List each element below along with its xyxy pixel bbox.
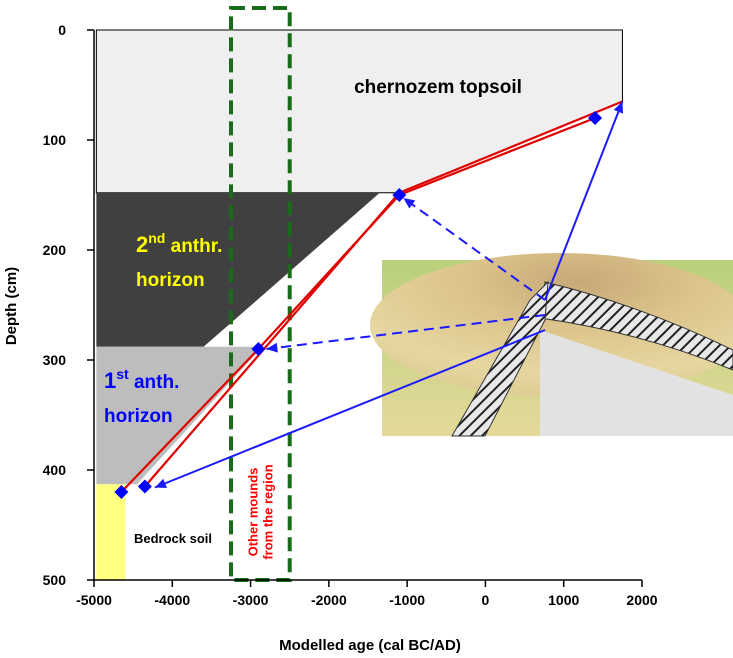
data-point-diamond (251, 342, 266, 356)
label-bedrock-soil: Bedrock soil (134, 531, 212, 546)
label-horizon2-suffix: nd (148, 230, 165, 246)
inset-buried-horizon-left (451, 280, 549, 437)
axes (93, 30, 642, 581)
arrow-to-horizon2-point (402, 197, 546, 301)
x-tick-label: -5000 (76, 592, 112, 608)
y-axis-title: Depth (cm) (3, 267, 20, 345)
label-horizon2-text: anthr. (165, 236, 222, 257)
label-horizon1-text: anth. (129, 372, 180, 393)
label-horizon1: 1st anth. (104, 366, 179, 393)
label-horizon2-line2: horizon (136, 270, 205, 291)
data-markers (114, 111, 603, 499)
label-horizon1-line2: horizon (104, 406, 173, 427)
inset-mound-core (540, 330, 733, 436)
x-tick-label: 0 (482, 592, 490, 608)
y-tick-label: 400 (43, 462, 67, 478)
other-mounds-label: Other moundsfrom the region (245, 464, 275, 559)
soil-layers (95, 29, 623, 580)
layer-bedrock (96, 484, 126, 580)
data-point-diamond (392, 188, 407, 202)
other-mounds-label-line2: from the region (260, 464, 275, 559)
mound-schematic-inset (370, 253, 733, 437)
region-labels: chernozem topsoil 2nd anthr. horizon 1st an… (104, 77, 522, 546)
x-tick-label: -2000 (311, 592, 347, 608)
y-axis-ticks: 0 100 200 300 400 500 (43, 22, 94, 588)
y-tick-label: 100 (43, 132, 67, 148)
label-horizon1-number: 1 (104, 368, 116, 393)
arrow-to-topsoil-top-head (613, 101, 624, 114)
x-tick-label: -1000 (389, 592, 425, 608)
inset-mound-body (370, 253, 733, 397)
x-tick-label: -4000 (154, 592, 190, 608)
inset-buried-horizon-right (539, 281, 733, 371)
y-tick-label: 300 (43, 352, 67, 368)
red-model-line-1 (120, 116, 596, 493)
connector-arrows (154, 101, 624, 489)
x-tick-label: -3000 (233, 592, 269, 608)
other-mounds-label-line1: Other mounds (245, 468, 260, 557)
arrow-to-topsoil-top (544, 101, 624, 301)
x-tick-label: 2000 (626, 592, 657, 608)
x-axis-title: Modelled age (cal BC/AD) (279, 637, 461, 654)
y-tick-label: 500 (43, 572, 67, 588)
label-horizon1-suffix: st (116, 366, 129, 382)
arrow-to-base-point (154, 329, 546, 489)
arrow-to-horizon1-point (266, 314, 546, 350)
arrow-to-horizon1-point-head (266, 342, 278, 353)
x-axis-ticks: -5000 -4000 -3000 -2000 -1000 0 1000 2000 (76, 580, 658, 608)
label-horizon2: 2nd anthr. (136, 230, 222, 257)
layer-horizon2 (96, 192, 380, 347)
arrow-to-base-point-head (154, 478, 167, 489)
data-point-diamond (588, 111, 603, 125)
label-horizon2-number: 2 (136, 232, 148, 257)
layer-topsoil (95, 29, 623, 194)
y-tick-label: 0 (58, 22, 66, 38)
data-point-diamond (137, 479, 152, 494)
x-tick-label: 1000 (548, 592, 579, 608)
layer-horizon1 (96, 346, 263, 485)
label-chernozem-topsoil: chernozem topsoil (354, 77, 522, 98)
data-point-diamond (114, 485, 129, 499)
y-tick-label: 200 (43, 242, 67, 258)
arrow-to-horizon2-point-head (403, 198, 416, 209)
